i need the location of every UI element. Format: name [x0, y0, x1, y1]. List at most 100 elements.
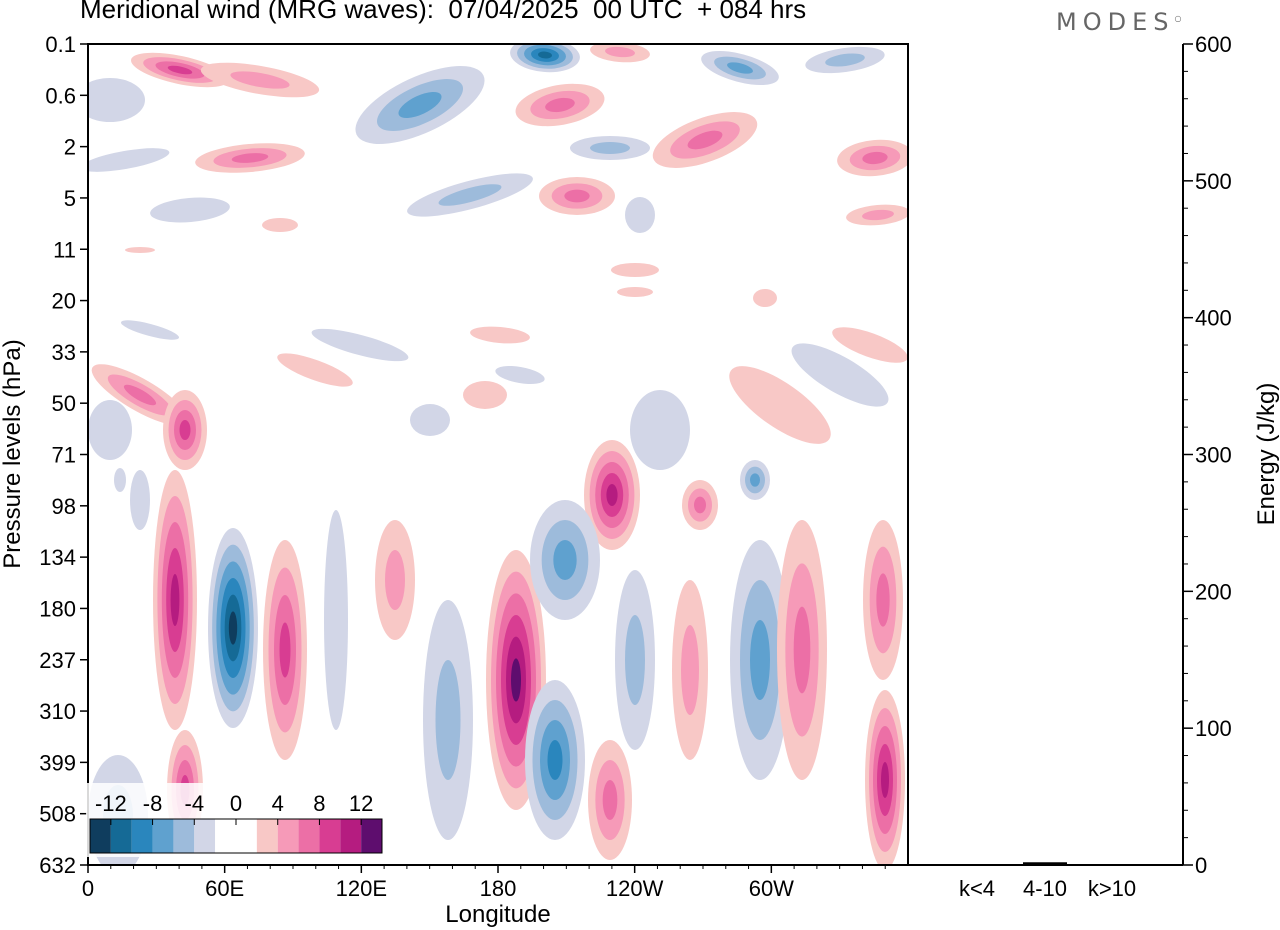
- energy-bar: [1023, 862, 1067, 865]
- x-tick-label: 120E: [336, 876, 387, 901]
- colorbar-cell: [194, 819, 216, 853]
- colorbar-cell: [256, 819, 278, 853]
- negative-wind-contour: [88, 78, 145, 122]
- colorbar-label: 12: [349, 791, 373, 816]
- x-tick-label: 180: [480, 876, 517, 901]
- positive-wind-contour: [470, 326, 530, 344]
- y-tick-label: 399: [39, 750, 76, 775]
- colorbar-cell: [131, 819, 153, 853]
- modes-logo: MODES○: [1056, 8, 1181, 36]
- x-axis-label: Longitude: [445, 901, 550, 928]
- y-tick-label: 20: [52, 289, 76, 314]
- y-tick-label: 2: [64, 135, 76, 160]
- negative-wind-contour: [435, 660, 461, 780]
- positive-wind-contour: [262, 218, 298, 232]
- energy-tick-label: 400: [1195, 306, 1232, 331]
- positive-wind-contour: [511, 658, 521, 702]
- y-tick-label: 98: [52, 494, 76, 519]
- positive-wind-contour: [832, 327, 908, 363]
- positive-wind-contour: [279, 622, 291, 678]
- y-axis-left: 0.1 0.6 2 5 11 20 33 50 71 98 134 180 237 310 399 508 63…: [39, 32, 88, 878]
- colorbar-cell: [90, 819, 111, 853]
- positive-wind-contour: [170, 574, 180, 626]
- y-tick-label: 50: [52, 391, 76, 416]
- positive-wind-contour: [231, 153, 269, 163]
- colorbar-label: -4: [185, 791, 205, 816]
- colorbar-cell: [319, 819, 341, 853]
- positive-wind-contour: [687, 130, 723, 150]
- y-tick-label: 11: [53, 237, 76, 262]
- energy-bar: [955, 864, 999, 866]
- x-tick-label: 60E: [205, 876, 244, 901]
- y-tick-label: 33: [52, 340, 76, 365]
- negative-wind-contour: [410, 404, 450, 436]
- negative-wind-contour: [630, 390, 690, 470]
- negative-wind-contour: [727, 62, 753, 74]
- energy-category-label: 4-10: [1023, 876, 1067, 901]
- positive-wind-contour: [729, 366, 831, 444]
- positive-wind-contour: [277, 353, 353, 387]
- colorbar-cell: [298, 819, 320, 853]
- negative-wind-contour: [538, 51, 552, 59]
- y-tick-label: 632: [39, 853, 76, 878]
- negative-wind-contour: [130, 470, 150, 530]
- negative-wind-contour: [88, 400, 132, 460]
- y-tick-label: 0.1: [45, 32, 76, 57]
- positive-wind-contour: [545, 97, 575, 113]
- negative-wind-contour: [324, 510, 348, 730]
- y-tick-label: 5: [64, 186, 76, 211]
- positive-wind-contour: [694, 496, 706, 514]
- negative-wind-contour: [398, 92, 442, 118]
- wind-field: [88, 44, 908, 865]
- negative-wind-contour: [228, 611, 238, 645]
- energy-category-label: k<4: [959, 876, 995, 901]
- positive-wind-contour: [606, 484, 618, 506]
- negative-wind-contour: [625, 197, 655, 233]
- energy-category-label: k>10: [1088, 876, 1136, 901]
- y-tick-label: 310: [39, 699, 76, 724]
- positive-wind-contour: [881, 762, 889, 798]
- colorbar-cell: [361, 819, 382, 853]
- negative-wind-contour: [547, 740, 563, 780]
- positive-wind-contour: [167, 65, 193, 75]
- colorbar-label: 8: [313, 791, 325, 816]
- x-tick-label: 120W: [606, 876, 664, 901]
- negative-wind-contour: [750, 620, 770, 700]
- energy-panel: 0 100 200 300 400 500 600 k<4 4-10 k>10: [908, 32, 1232, 901]
- negative-wind-contour: [590, 142, 630, 154]
- energy-tick-label: 600: [1195, 32, 1232, 57]
- negative-wind-contour: [825, 53, 865, 67]
- colorbar-cell: [340, 819, 362, 853]
- chart-title: Meridional wind (MRG waves): 07/04/2025 …: [80, 0, 807, 24]
- energy-tick-label: 200: [1195, 579, 1232, 604]
- y-tick-label: 180: [39, 596, 76, 621]
- positive-wind-contour: [602, 780, 618, 820]
- negative-wind-contour: [311, 328, 409, 362]
- energy-tick-label: 100: [1195, 716, 1232, 741]
- y-tick-label: 237: [39, 648, 76, 673]
- energy-tick-label: 300: [1195, 443, 1232, 468]
- positive-wind-contour: [862, 209, 894, 221]
- positive-wind-contour: [463, 381, 507, 409]
- logo-mark: ○: [1174, 14, 1182, 23]
- colorbar-label: -8: [143, 791, 163, 816]
- positive-wind-contour: [793, 606, 811, 694]
- positive-wind-contour: [230, 71, 290, 89]
- negative-wind-contour: [114, 468, 126, 492]
- negative-wind-contour: [438, 184, 502, 206]
- x-axis: 0 60E 120E 180 120W 60W: [82, 865, 886, 901]
- positive-wind-contour: [179, 420, 191, 440]
- colorbar-cell: [236, 819, 257, 853]
- negative-wind-contour: [791, 343, 889, 407]
- negative-wind-contour: [88, 148, 170, 172]
- negative-wind-contour: [553, 540, 577, 580]
- positive-wind-contour: [876, 573, 890, 627]
- colorbar-cell: [215, 819, 236, 853]
- negative-wind-contour: [625, 615, 645, 705]
- positive-wind-contour: [125, 247, 155, 253]
- positive-wind-contour: [617, 287, 653, 297]
- positive-wind-contour: [123, 384, 157, 406]
- energy-axis-label: Energy (J/kg): [1253, 383, 1280, 526]
- y-tick-label: 0.6: [45, 83, 76, 108]
